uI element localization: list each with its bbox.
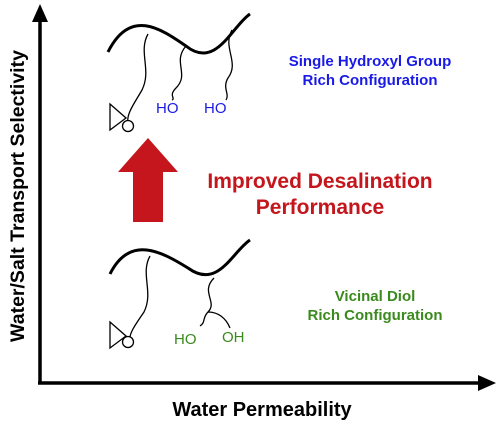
bottom-structure-label-line1: Vicinal Diol xyxy=(335,288,416,305)
x-axis-label: Water Permeability xyxy=(172,399,352,421)
top-hydroxyl-chain-1 xyxy=(171,45,187,101)
top-polymer-structure xyxy=(106,12,251,133)
bottom-epoxide-oxygen xyxy=(121,335,135,349)
improvement-label-line2: Performance xyxy=(256,196,384,219)
top-hydroxyl-2: HO xyxy=(204,100,227,117)
bottom-diol-chain xyxy=(199,277,231,329)
improvement-label-line1: Improved Desalination xyxy=(207,170,432,193)
bottom-polymer-structure xyxy=(108,238,251,350)
top-epoxide-oxygen xyxy=(121,119,135,133)
bottom-structure-label-line2: Rich Configuration xyxy=(308,307,443,324)
top-hydroxyl-1: HO xyxy=(156,100,179,117)
top-structure-label-line2: Rich Configuration xyxy=(303,72,438,89)
top-structure-label-line1: Single Hydroxyl Group xyxy=(289,53,452,70)
bottom-epoxide-chain xyxy=(129,255,151,343)
bottom-hydroxyl-1: HO xyxy=(174,331,197,348)
improvement-arrow xyxy=(118,138,178,222)
bottom-hydroxyl-2: OH xyxy=(222,329,245,346)
y-axis-label: Water/Salt Transport Selectivity xyxy=(7,50,29,342)
top-epoxide-chain xyxy=(127,33,149,125)
bottom-epoxide-ring xyxy=(109,320,128,350)
bottom-backbone xyxy=(108,238,251,277)
axes xyxy=(32,4,496,391)
x-axis-arrowhead xyxy=(478,375,496,391)
y-axis-arrowhead xyxy=(32,4,48,22)
top-hydroxyl-chain-2 xyxy=(225,29,233,101)
top-epoxide-ring xyxy=(109,102,128,132)
